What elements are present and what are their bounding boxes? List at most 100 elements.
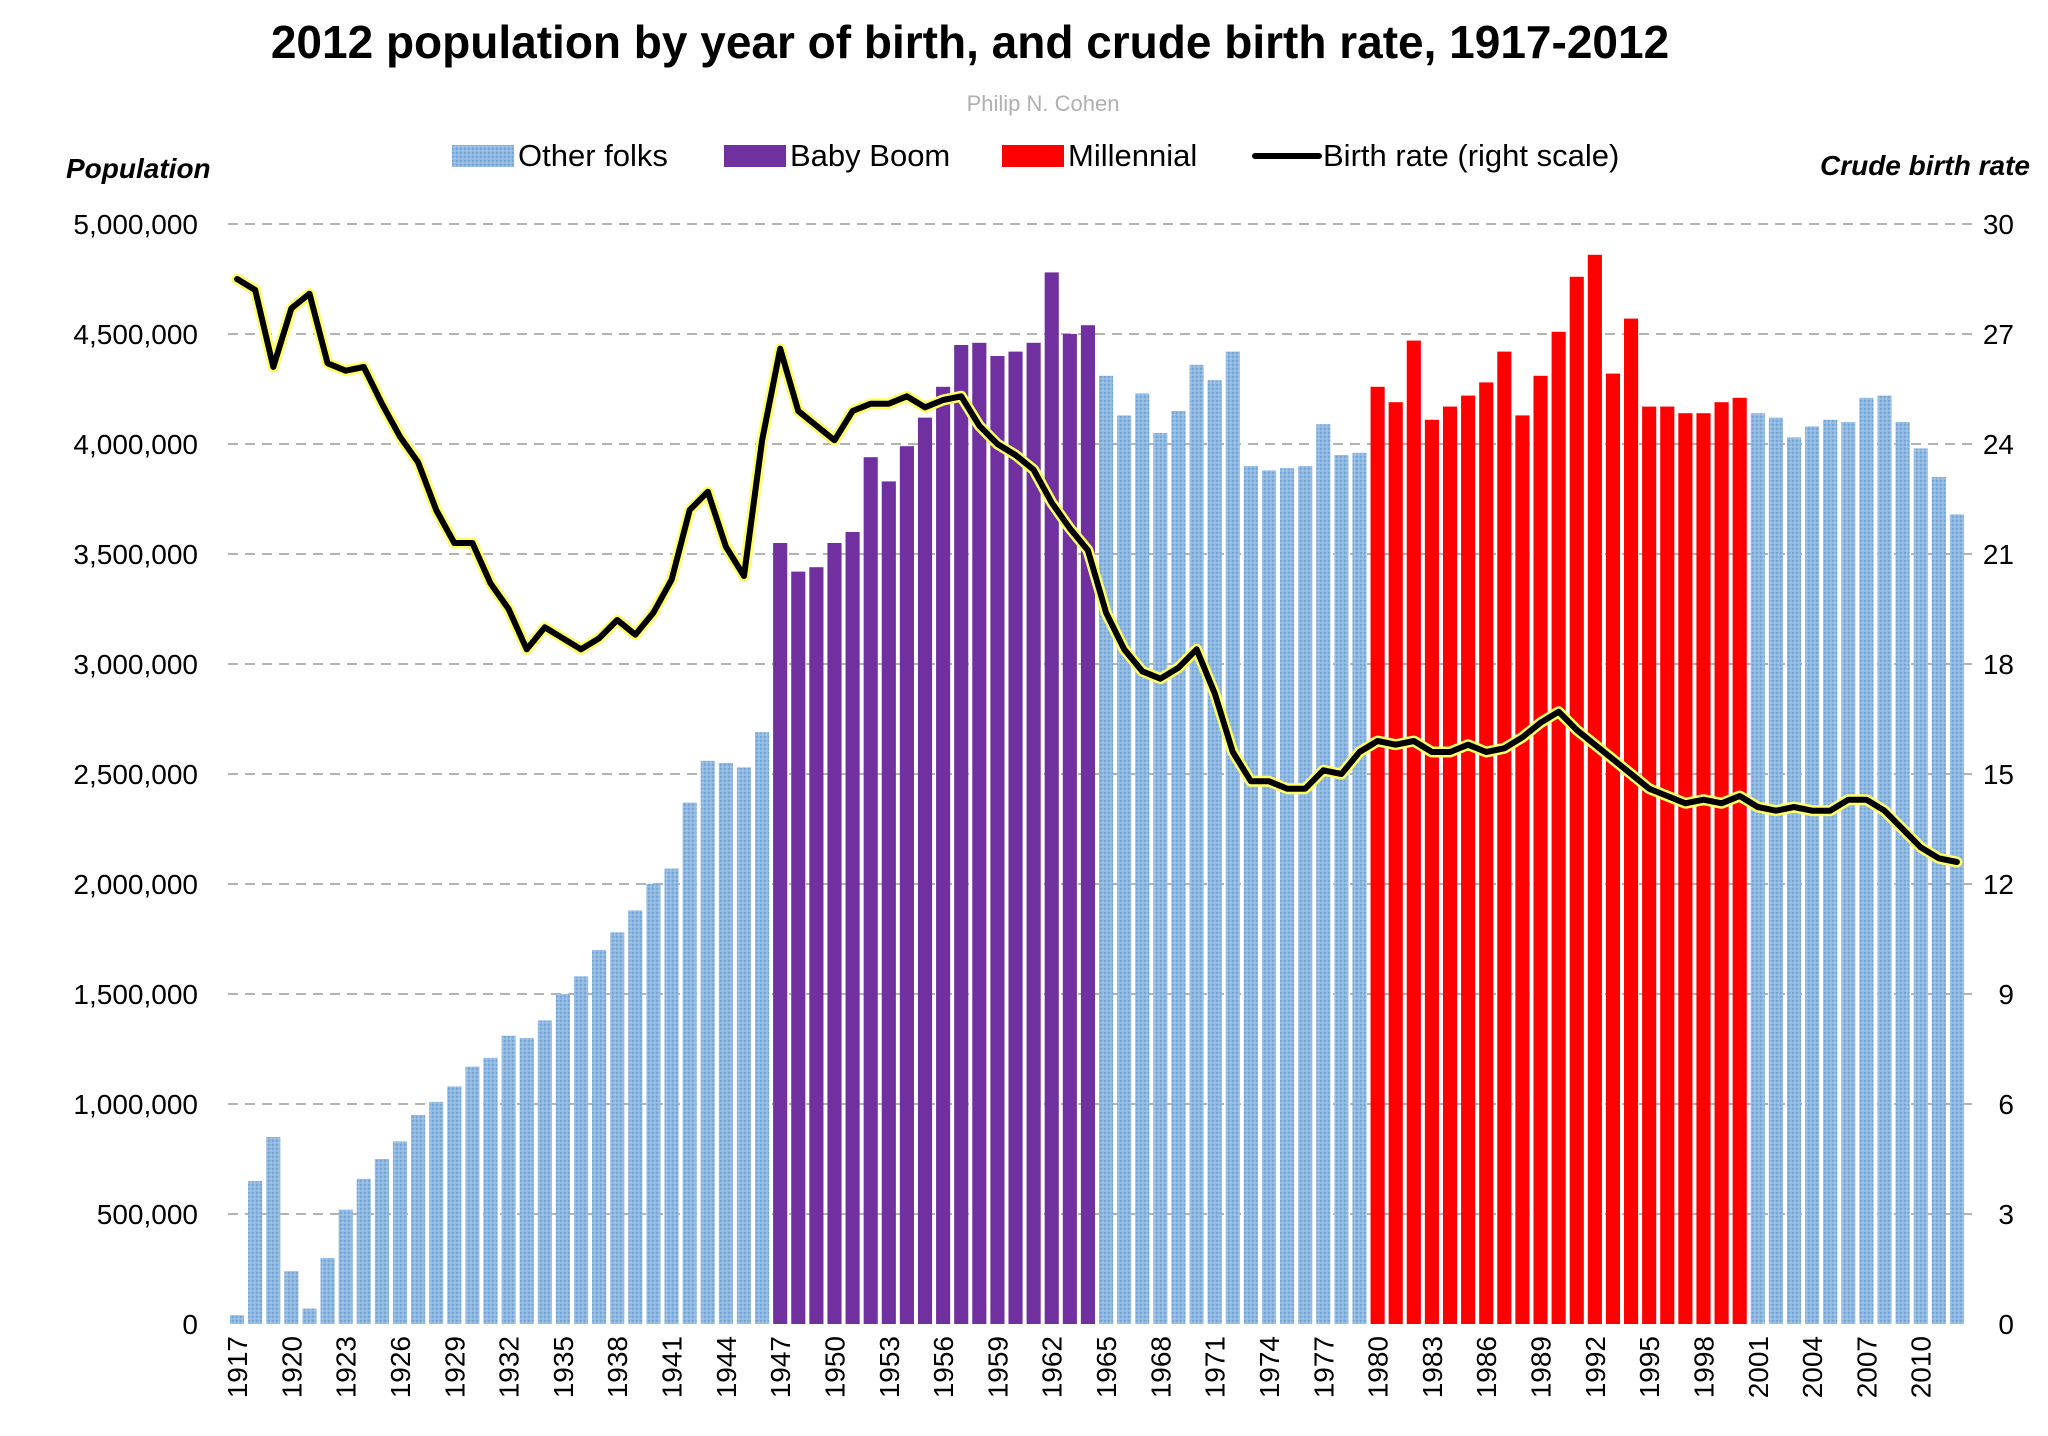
- x-tick-label: 1935: [548, 1336, 579, 1398]
- bar-1967: [1135, 393, 1150, 1324]
- bar-1946: [755, 732, 770, 1324]
- bar-2006: [1841, 422, 1856, 1324]
- bar-1945: [736, 767, 752, 1324]
- bar-2007: [1859, 397, 1874, 1324]
- bar-1953: [881, 481, 896, 1324]
- x-tick-label: 2004: [1797, 1336, 1828, 1398]
- chart-title: 2012 population by year of birth, and cr…: [271, 16, 1669, 68]
- legend-item-1: Baby Boom: [724, 138, 950, 173]
- y-tick-label: 500,000: [97, 1199, 198, 1230]
- y2-tick-label: 30: [1983, 209, 2014, 240]
- x-tick-label: 2007: [1851, 1336, 1882, 1398]
- bar-1931: [483, 1057, 498, 1324]
- bar-1976: [1298, 466, 1313, 1324]
- x-tick-label: 1917: [222, 1336, 253, 1398]
- bar-1955: [917, 417, 933, 1325]
- bar-1959: [990, 356, 1005, 1324]
- y2-tick-label: 24: [1983, 429, 2014, 460]
- legend-label: Millennial: [1068, 138, 1197, 173]
- y2-tick-label: 6: [1998, 1089, 2014, 1120]
- bar-1989: [1533, 375, 1548, 1324]
- y2-tick-label: 27: [1983, 319, 2014, 350]
- bar-1954: [899, 446, 914, 1324]
- y2-tick-label: 9: [1998, 979, 2014, 1010]
- bar-2002: [1768, 417, 1783, 1325]
- x-axis-ticks: 1917 1920 1923 1926 1929 1932 1935 1938 1941 1944…: [222, 1336, 1937, 1398]
- bar-1992: [1587, 254, 1602, 1324]
- bar-1981: [1388, 402, 1403, 1324]
- bar-1985: [1461, 395, 1476, 1325]
- x-tick-label: 1965: [1091, 1336, 1122, 1398]
- bar-1974: [1261, 470, 1277, 1324]
- y2-tick-label: 0: [1998, 1309, 2014, 1340]
- bar-1962: [1044, 272, 1059, 1324]
- bar-1993: [1605, 373, 1621, 1325]
- x-tick-label: 1920: [276, 1336, 307, 1398]
- y-tick-label: 0: [182, 1309, 198, 1340]
- legend-item-0: Other folks: [452, 138, 668, 173]
- y-tick-label: 2,500,000: [73, 759, 198, 790]
- bar-1996: [1660, 406, 1675, 1325]
- bar-1982: [1406, 340, 1421, 1325]
- bar-1929: [447, 1086, 462, 1324]
- legend-label: Baby Boom: [790, 138, 950, 173]
- bar-1924: [356, 1178, 371, 1324]
- bar-1919: [266, 1137, 281, 1324]
- bar-1937: [592, 950, 607, 1324]
- bar-1973: [1243, 466, 1258, 1324]
- bar-1994: [1624, 318, 1639, 1325]
- bar-1991: [1569, 276, 1584, 1324]
- bar-1957: [954, 345, 969, 1324]
- bar-1935: [555, 994, 570, 1324]
- bar-1923: [338, 1209, 353, 1324]
- bar-1918: [248, 1181, 263, 1324]
- bar-1972: [1225, 351, 1240, 1325]
- x-tick-label: 2001: [1743, 1336, 1774, 1398]
- x-tick-label: 1998: [1688, 1336, 1719, 1398]
- x-tick-label: 1977: [1308, 1336, 1339, 1398]
- bar-1933: [519, 1038, 534, 1324]
- x-tick-label: 1941: [657, 1336, 688, 1398]
- x-tick-label: 1962: [1037, 1336, 1068, 1398]
- bar-1930: [465, 1066, 480, 1324]
- y-tick-label: 5,000,000: [73, 209, 198, 240]
- x-tick-label: 1932: [494, 1336, 525, 1398]
- bar-1971: [1207, 380, 1222, 1324]
- x-tick-label: 1950: [819, 1336, 850, 1398]
- bar-1960: [1008, 351, 1023, 1325]
- y2-axis-ticks: 0 3 6 9 12 15 18 21 24 27 30: [1983, 209, 2014, 1340]
- bar-1944: [718, 763, 733, 1324]
- bar-1970: [1189, 364, 1204, 1324]
- bar-1966: [1117, 415, 1132, 1324]
- bar-1986: [1479, 382, 1494, 1324]
- legend-label: Birth rate (right scale): [1323, 138, 1619, 173]
- x-tick-label: 1968: [1145, 1336, 1176, 1398]
- birth-rate-line-path: [234, 276, 1960, 865]
- y-tick-label: 1,000,000: [73, 1089, 198, 1120]
- bar-1983: [1424, 419, 1439, 1324]
- bar-1964: [1080, 325, 1096, 1324]
- x-tick-label: 1959: [982, 1336, 1013, 1398]
- bar-2000: [1732, 397, 1747, 1324]
- bar-1947: [773, 543, 788, 1324]
- bar-1956: [936, 386, 951, 1324]
- bar-1936: [573, 976, 589, 1324]
- bar-1940: [646, 884, 661, 1324]
- birth-rate-line: [231, 273, 1963, 868]
- bar-1950: [827, 543, 842, 1324]
- y2-tick-label: 21: [1983, 539, 2014, 570]
- bar-1997: [1678, 413, 1693, 1324]
- y2-axis-title: Crude birth rate: [1820, 150, 2030, 181]
- x-tick-label: 1983: [1417, 1336, 1448, 1398]
- legend-swatch: [1002, 145, 1064, 167]
- bar-1977: [1316, 424, 1331, 1324]
- y-axis-title: Population: [66, 153, 211, 184]
- bar-2004: [1805, 426, 1820, 1324]
- bar-1938: [610, 932, 625, 1324]
- bar-1998: [1696, 413, 1711, 1324]
- bar-2011: [1931, 477, 1946, 1324]
- legend-swatch: [452, 145, 514, 167]
- x-tick-label: 1929: [439, 1336, 470, 1398]
- y-tick-label: 2,000,000: [73, 869, 198, 900]
- bar-2012: [1949, 514, 1965, 1324]
